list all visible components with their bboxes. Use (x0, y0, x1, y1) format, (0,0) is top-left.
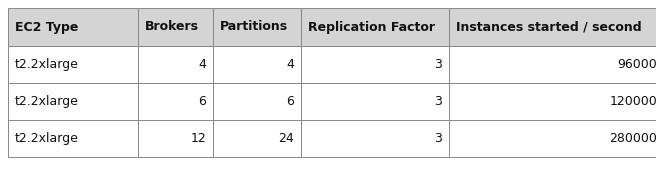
Bar (449, 120, 656, 157)
Bar (8, 83, 138, 120)
Bar (213, 120, 301, 157)
Text: Replication Factor: Replication Factor (308, 21, 435, 33)
Bar (449, 83, 656, 120)
Bar (138, 46, 213, 83)
Bar (138, 8, 213, 46)
Bar (8, 46, 138, 83)
Text: 3: 3 (434, 95, 442, 108)
Text: 6: 6 (286, 95, 294, 108)
Bar (449, 46, 656, 83)
Bar (449, 8, 656, 46)
Text: 96000: 96000 (617, 58, 656, 71)
Text: t2.2xlarge: t2.2xlarge (15, 95, 79, 108)
Text: 6: 6 (198, 95, 206, 108)
Text: 280000: 280000 (609, 132, 656, 145)
Bar (213, 83, 301, 120)
Text: 3: 3 (434, 132, 442, 145)
Text: 3: 3 (434, 58, 442, 71)
Bar (8, 8, 138, 46)
Text: t2.2xlarge: t2.2xlarge (15, 132, 79, 145)
Bar (8, 120, 138, 157)
Text: Partitions: Partitions (220, 21, 288, 33)
Text: Brokers: Brokers (145, 21, 199, 33)
Text: 4: 4 (286, 58, 294, 71)
Bar (138, 120, 213, 157)
Text: t2.2xlarge: t2.2xlarge (15, 58, 79, 71)
Bar (301, 46, 449, 83)
Bar (213, 8, 301, 46)
Bar (213, 46, 301, 83)
Text: 12: 12 (190, 132, 206, 145)
Text: EC2 Type: EC2 Type (15, 21, 78, 33)
Bar (301, 83, 449, 120)
Bar (138, 83, 213, 120)
Text: 24: 24 (278, 132, 294, 145)
Bar (301, 8, 449, 46)
Bar (301, 120, 449, 157)
Text: 4: 4 (198, 58, 206, 71)
Text: 120000: 120000 (609, 95, 656, 108)
Text: Instances started / second: Instances started / second (456, 21, 642, 33)
